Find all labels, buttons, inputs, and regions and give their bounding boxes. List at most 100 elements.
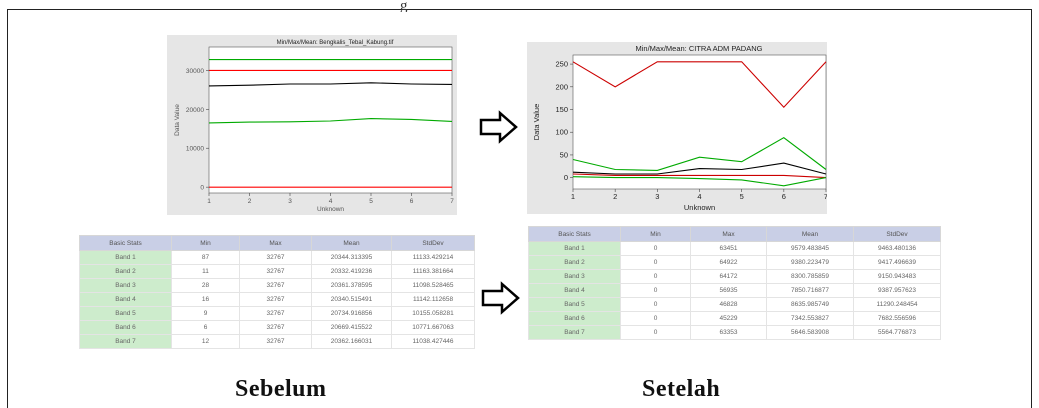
right-arrow-icon <box>481 281 520 315</box>
table-cell: 20344.313395 <box>311 250 392 265</box>
table-cell: 56935 <box>690 283 767 298</box>
table-row: Band 3 28 32767 20361.378595 11098.528465 <box>79 278 475 293</box>
table-row: Band 3 0 64172 8300.785859 9150.943483 <box>528 269 941 284</box>
band-label-cell: Band 1 <box>79 250 172 265</box>
table-cell: 0 <box>620 311 691 326</box>
table-row: Band 1 0 63451 9579.483845 9463.480136 <box>528 241 941 256</box>
table-cell: 64172 <box>690 269 767 284</box>
chart-title: Min/Max/Mean: CITRA ADM PADANG <box>636 44 763 53</box>
y-tick-label: 20000 <box>186 107 204 114</box>
y-tick-label: 50 <box>560 150 568 159</box>
table-row: Band 2 11 32767 20332.419236 11163.381664 <box>79 264 475 279</box>
series-line-3 <box>208 82 453 87</box>
column-header: Mean <box>766 226 854 242</box>
table-cell: 9417.496639 <box>853 255 941 270</box>
series-line-2 <box>572 137 827 171</box>
table-row: Band 1 87 32767 20344.313395 11133.429214 <box>79 250 475 265</box>
x-tick-label: 7 <box>450 198 454 205</box>
series-line-1 <box>572 61 827 109</box>
x-tick-label: 4 <box>697 192 701 201</box>
table-cell: 0 <box>620 325 691 340</box>
table-cell: 7682.556596 <box>853 311 941 326</box>
table-cell: 10155.058281 <box>391 306 475 321</box>
table-cell: 8635.985749 <box>766 297 854 312</box>
stats-table-before: Basic Stats Min Max Mean StdDev Band 1 87 3276… <box>79 235 475 349</box>
series-line-4 <box>572 173 827 179</box>
table-cell: 10771.667063 <box>391 320 475 335</box>
table-cell: 11038.427446 <box>391 334 475 349</box>
column-header: StdDev <box>391 235 475 251</box>
table-cell: 0 <box>620 255 691 270</box>
chart-after: Min/Max/Mean: CITRA ADM PADANG 0 50 100 150 2… <box>527 42 827 214</box>
table-cell: 9463.480136 <box>853 241 941 256</box>
table-row: Band 7 12 32767 20362.166031 11038.427446 <box>79 334 475 349</box>
table-cell: 0 <box>620 241 691 256</box>
y-axis-label: Data Value <box>174 104 181 136</box>
cutoff-header-text: g <box>400 0 408 12</box>
table-row: Band 4 0 56935 7850.716877 9387.957623 <box>528 283 941 298</box>
x-tick-label: 3 <box>655 192 659 201</box>
table-cell: 20340.515491 <box>311 292 392 307</box>
x-tick-label: 7 <box>824 192 827 201</box>
band-label-cell: Band 3 <box>528 269 621 284</box>
table-cell: 20361.378595 <box>311 278 392 293</box>
x-tick-label: 2 <box>613 192 617 201</box>
table-cell: 32767 <box>239 320 312 335</box>
table-cell: 32767 <box>239 334 312 349</box>
stats-table-after: Basic Stats Min Max Mean StdDev Band 1 0 63451… <box>528 226 941 340</box>
plot-area <box>572 54 827 190</box>
table-cell: 20734.916856 <box>311 306 392 321</box>
column-header: Max <box>690 226 767 242</box>
column-header: Min <box>171 235 240 251</box>
band-label-cell: Band 5 <box>528 297 621 312</box>
x-tick-label: 6 <box>410 198 414 205</box>
table-cell: 5564.776873 <box>853 325 941 340</box>
table-cell: 20332.419236 <box>311 264 392 279</box>
chart-before-svg: Min/Max/Mean: Bengkalis_Tebal_Kabung.tif… <box>174 40 454 213</box>
table-cell: 45229 <box>690 311 767 326</box>
table-cell: 7850.716877 <box>766 283 854 298</box>
band-label-cell: Band 6 <box>79 320 172 335</box>
column-header: StdDev <box>853 226 941 242</box>
x-tick-label: 5 <box>740 192 744 201</box>
x-tick-label: 2 <box>248 198 252 205</box>
series-line-5 <box>572 176 827 187</box>
column-header: Max <box>239 235 312 251</box>
series-line-3 <box>572 162 827 175</box>
y-tick-label: 100 <box>555 128 568 137</box>
x-tick-label: 5 <box>369 198 373 205</box>
table-cell: 32767 <box>239 292 312 307</box>
table-cell: 0 <box>620 269 691 284</box>
y-tick-label: 250 <box>555 60 568 69</box>
table-row: Band 5 0 46828 8635.985749 11290.248454 <box>528 297 941 312</box>
x-tick-label: 1 <box>207 198 211 205</box>
table-cell: 20362.166031 <box>311 334 392 349</box>
chart-after-svg: Min/Max/Mean: CITRA ADM PADANG 0 50 100 150 2… <box>532 44 827 212</box>
table-cell: 11290.248454 <box>853 297 941 312</box>
table-cell: 32767 <box>239 264 312 279</box>
table-cell: 6 <box>171 320 240 335</box>
table-cell: 9579.483845 <box>766 241 854 256</box>
y-axis-label: Data Value <box>532 104 541 141</box>
table-cell: 28 <box>171 278 240 293</box>
column-header: Basic Stats <box>79 235 172 251</box>
x-axis-label: Unknown <box>317 206 344 213</box>
table-row: Band 4 16 32767 20340.515491 11142.112658 <box>79 292 475 307</box>
band-label-cell: Band 4 <box>79 292 172 307</box>
band-label-cell: Band 6 <box>528 311 621 326</box>
caption-before: Sebelum <box>235 376 327 402</box>
column-header: Basic Stats <box>528 226 621 242</box>
table-row: Band 2 0 64922 9380.223479 9417.496639 <box>528 255 941 270</box>
y-tick-label: 10000 <box>186 146 204 153</box>
table-cell: 9380.223479 <box>766 255 854 270</box>
table-cell: 7342.553827 <box>766 311 854 326</box>
band-label-cell: Band 5 <box>79 306 172 321</box>
y-tick-label: 0 <box>564 173 568 182</box>
table-cell: 9150.943483 <box>853 269 941 284</box>
table-cell: 63451 <box>690 241 767 256</box>
chart-title: Min/Max/Mean: Bengkalis_Tebal_Kabung.tif <box>277 40 394 46</box>
table-cell: 32767 <box>239 250 312 265</box>
table-row: Band 7 0 63353 5646.583908 5564.776873 <box>528 325 941 340</box>
table-cell: 11 <box>171 264 240 279</box>
y-tick-label: 150 <box>555 105 568 114</box>
